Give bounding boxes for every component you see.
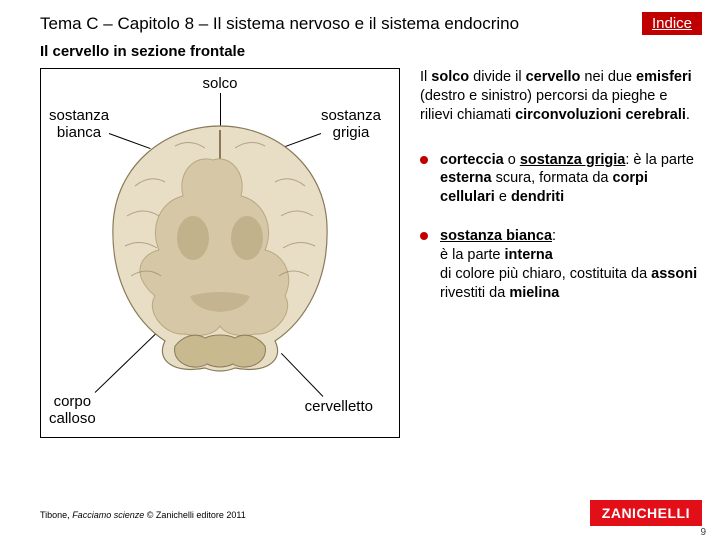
paragraph-intro: Il solco divide il cervello nei due emis… bbox=[420, 68, 702, 125]
page-subtitle: Il cervello in sezione frontale bbox=[0, 39, 720, 68]
brain-diagram: solco sostanzabianca sostanzagrigia corp… bbox=[40, 68, 400, 438]
label-cervelletto: cervelletto bbox=[305, 398, 373, 415]
bullet-icon bbox=[420, 156, 428, 164]
text-content: Il solco divide il cervello nei due emis… bbox=[420, 68, 702, 438]
chapter-title: Tema C – Capitolo 8 – Il sistema nervoso… bbox=[40, 14, 519, 34]
bullet-sostanza-bianca: sostanza bianca: è la parte interna di c… bbox=[420, 227, 702, 302]
index-button[interactable]: Indice bbox=[642, 12, 702, 35]
brain-illustration bbox=[95, 116, 345, 376]
page-number: 9 bbox=[700, 527, 706, 538]
publisher-logo: ZANICHELLI bbox=[590, 500, 702, 526]
label-solco: solco bbox=[202, 75, 237, 92]
bullet-corteccia: corteccia o sostanza grigia: è la parte … bbox=[420, 151, 702, 208]
footer-credit: Tibone, Facciamo scienze © Zanichelli ed… bbox=[40, 510, 246, 520]
label-corpo-calloso: corpocalloso bbox=[49, 393, 96, 428]
bullet-icon bbox=[420, 232, 428, 240]
